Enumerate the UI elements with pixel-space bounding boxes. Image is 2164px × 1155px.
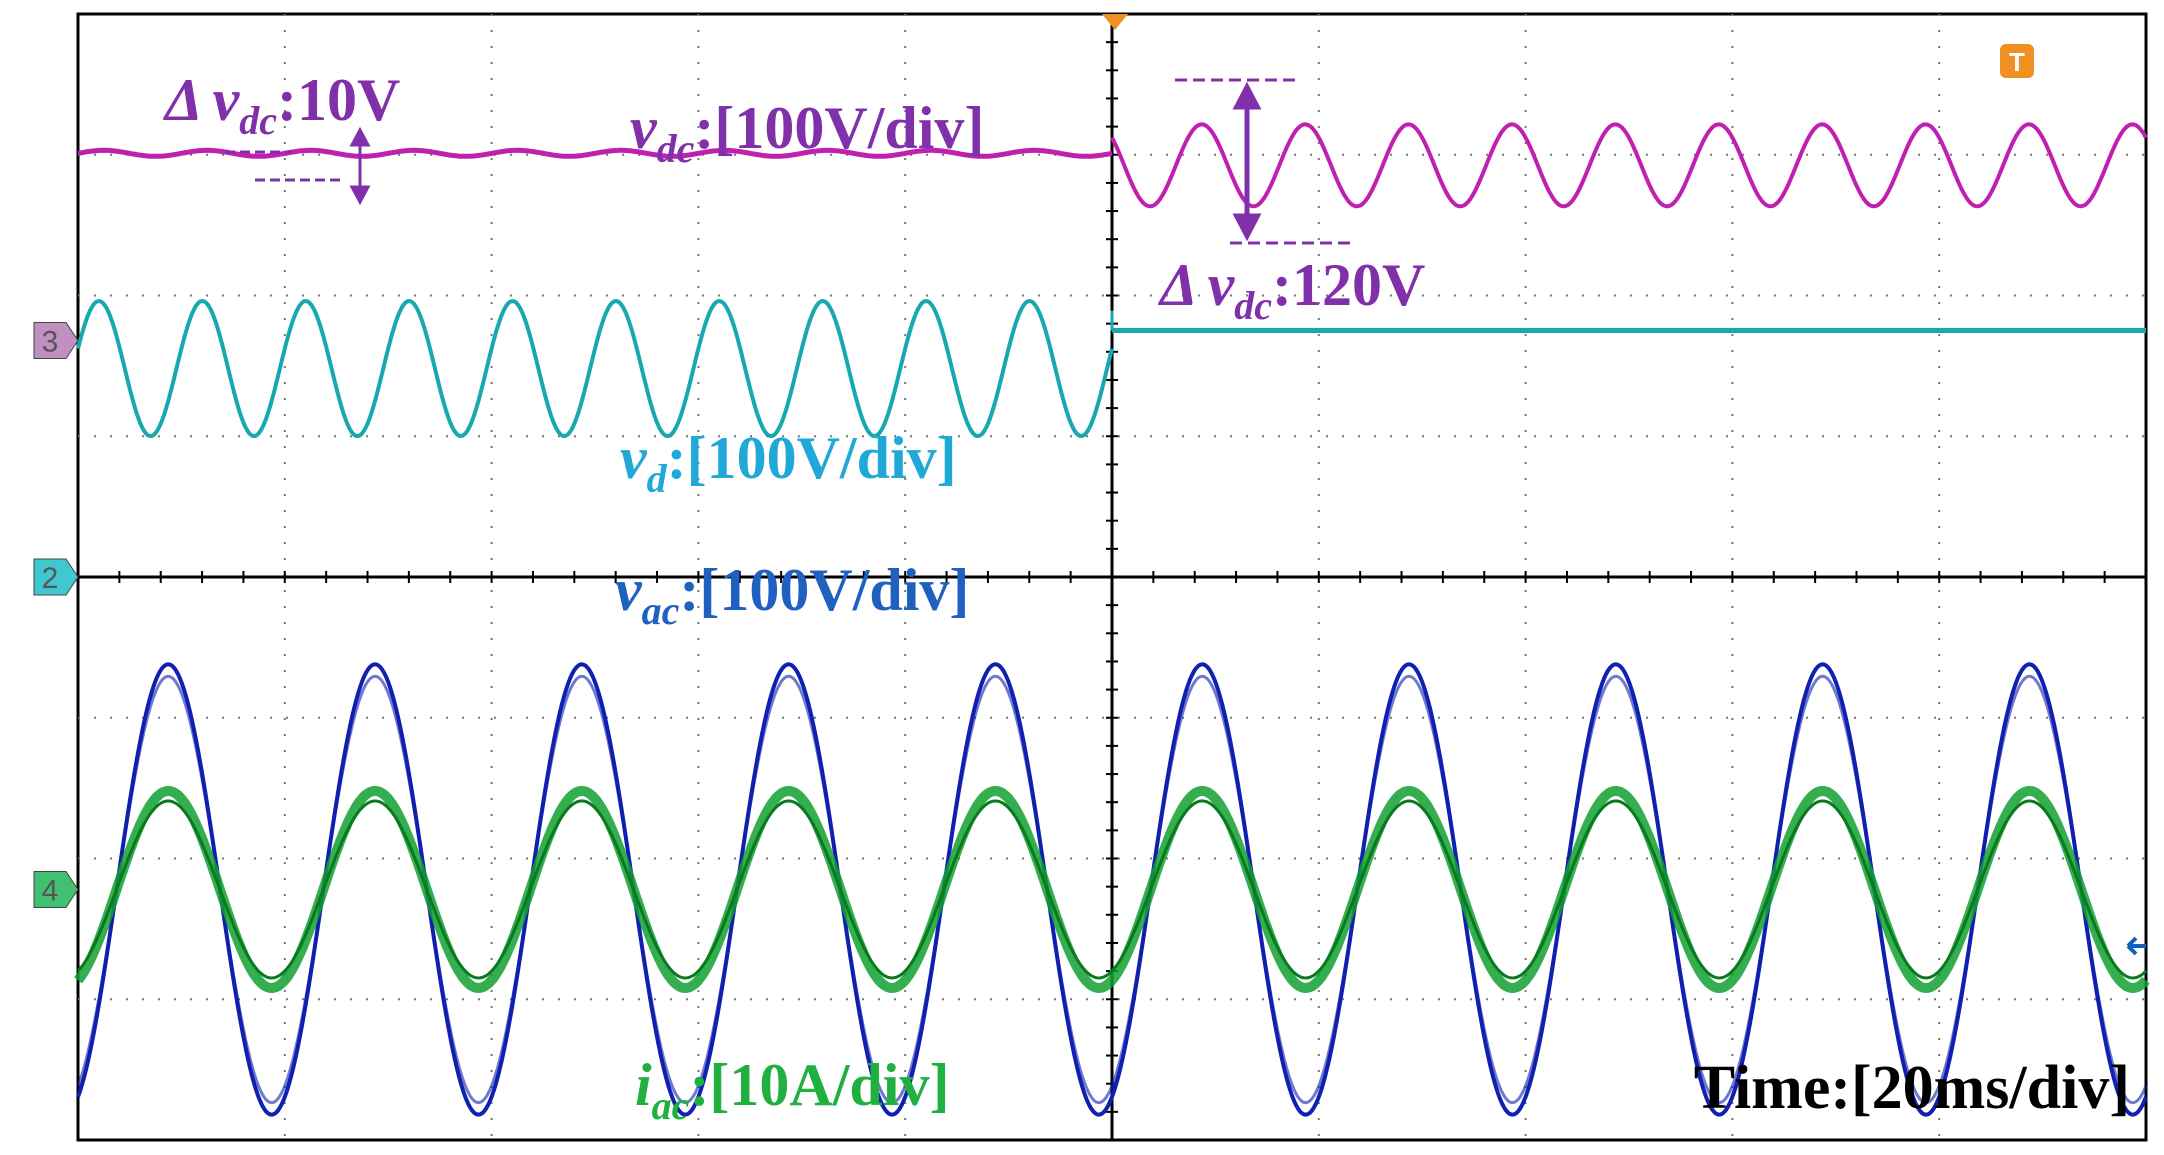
channel-marker-2 [33,558,79,596]
trigger-arrow-right [2126,936,2146,956]
svg-text:T: T [2009,47,2025,77]
traces [74,122,2150,1117]
channel-marker-4-label: 4 [42,874,59,907]
ripple-after-marks [1175,78,1355,245]
ripple-before-marks [225,126,371,206]
vd-trace-before [76,298,1114,439]
channel-markers: 3 2 4 [33,322,79,908]
trigger-level-icon: T [2000,44,2034,78]
channel-marker-4 [33,870,79,908]
vdc-label: vdc:[100V/div] [630,95,984,171]
x-axis-label: Time:[20ms/div] [1694,1054,2130,1122]
iac-label: iac:[10A/div] [635,1052,949,1128]
vdc-trace-after [1110,122,2148,209]
vdc-trace-before [77,147,1113,159]
vd-label: vd:[100V/div] [620,425,957,501]
channel-marker-3-label: 3 [42,326,59,359]
vac-label: vac:[100V/div] [615,557,969,633]
iac-trace-core [76,799,2148,980]
channel-marker-3 [33,322,79,360]
channel-marker-2-label: 2 [42,562,59,595]
trigger-top-marker [1102,14,1128,30]
